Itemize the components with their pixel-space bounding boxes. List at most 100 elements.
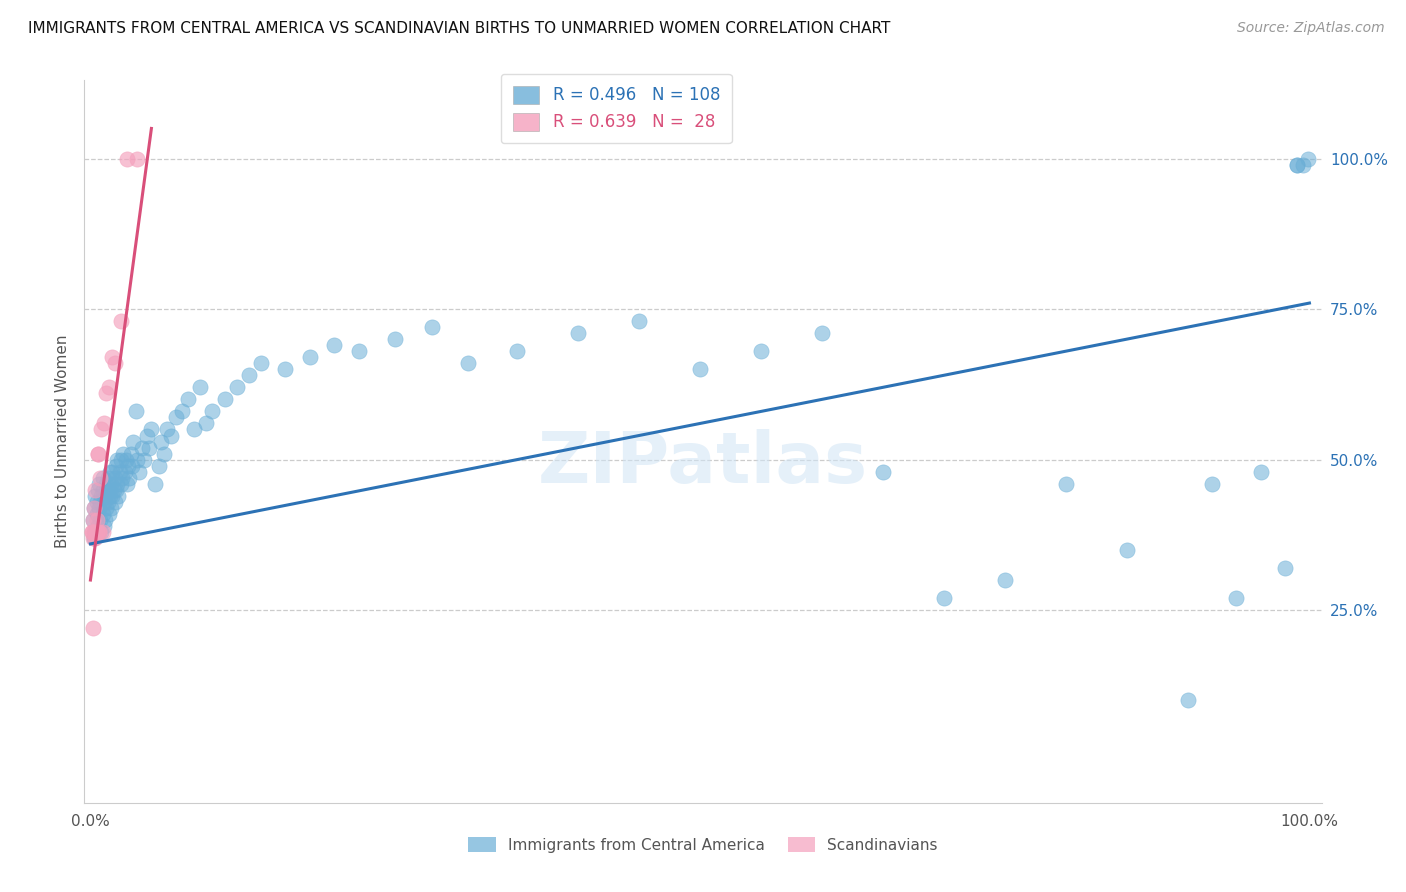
Point [91, 524, 114, 539]
Point [98, 465, 121, 479]
Point [932, 591, 955, 606]
Point [86, 524, 108, 539]
Point [110, 314, 132, 328]
Point [107, 489, 129, 503]
Point [87, 524, 110, 539]
Point [87, 524, 110, 539]
Point [104, 494, 127, 508]
Point [148, 458, 170, 473]
Point [165, 410, 187, 425]
Point [135, 428, 157, 442]
Point [84, 483, 107, 497]
Point [115, 152, 138, 166]
Point [94, 489, 117, 503]
Point [141, 422, 163, 436]
Point [86, 524, 108, 539]
Point [114, 465, 136, 479]
Point [195, 417, 218, 431]
Point [97, 507, 120, 521]
Point [811, 326, 834, 340]
Point [108, 465, 131, 479]
Point [150, 434, 173, 449]
Point [82, 621, 104, 635]
Point [121, 458, 143, 473]
Point [1292, 157, 1315, 171]
Point [90, 489, 112, 503]
Point [1201, 476, 1223, 491]
Point [87, 483, 110, 497]
Point [83, 500, 105, 515]
Point [83, 500, 105, 515]
Point [101, 350, 124, 364]
Point [87, 446, 110, 460]
Point [872, 465, 894, 479]
Y-axis label: Births to Unmarried Women: Births to Unmarried Women [55, 334, 70, 549]
Point [98, 489, 121, 503]
Point [132, 452, 155, 467]
Point [84, 489, 107, 503]
Point [101, 465, 124, 479]
Point [124, 404, 146, 418]
Point [115, 476, 138, 491]
Point [80, 524, 103, 539]
Point [89, 471, 111, 485]
Point [89, 513, 111, 527]
Point [90, 524, 112, 539]
Point [87, 476, 110, 491]
Point [128, 465, 150, 479]
Point [94, 513, 117, 527]
Point [749, 344, 772, 359]
Point [112, 446, 135, 460]
Point [177, 392, 200, 407]
Point [103, 483, 125, 497]
Point [82, 513, 104, 527]
Point [87, 518, 110, 533]
Point [93, 417, 115, 431]
Point [994, 573, 1017, 587]
Point [89, 494, 111, 508]
Point [627, 314, 650, 328]
Point [131, 441, 153, 455]
Point [110, 476, 132, 491]
Point [274, 362, 297, 376]
Point [96, 471, 118, 485]
Point [97, 380, 120, 394]
Point [567, 326, 589, 340]
Text: ZIPatlas: ZIPatlas [538, 429, 868, 498]
Text: Source: ZipAtlas.com: Source: ZipAtlas.com [1237, 21, 1385, 35]
Text: IMMIGRANTS FROM CENTRAL AMERICA VS SCANDINAVIAN BIRTHS TO UNMARRIED WOMEN CORREL: IMMIGRANTS FROM CENTRAL AMERICA VS SCAND… [28, 21, 890, 36]
Point [96, 500, 118, 515]
Point [96, 386, 118, 401]
Point [323, 338, 346, 352]
Point [160, 428, 183, 442]
Point [1286, 157, 1309, 171]
Point [84, 524, 107, 539]
Point [101, 489, 124, 503]
Point [105, 458, 128, 473]
Point [1286, 157, 1309, 171]
Point [96, 476, 118, 491]
Point [1296, 152, 1319, 166]
Point [384, 332, 406, 346]
Point [87, 446, 110, 460]
Point [83, 524, 105, 539]
Point [138, 441, 160, 455]
Point [83, 531, 105, 545]
Point [225, 380, 247, 394]
Point [118, 471, 141, 485]
Point [105, 476, 128, 491]
Point [125, 152, 148, 166]
Point [93, 518, 115, 533]
Point [111, 471, 134, 485]
Point [1250, 465, 1272, 479]
Point [1115, 542, 1137, 557]
Legend: Immigrants from Central America, Scandinavians: Immigrants from Central America, Scandin… [461, 829, 945, 860]
Point [298, 350, 321, 364]
Point [117, 458, 139, 473]
Point [250, 356, 273, 370]
Point [183, 422, 205, 436]
Point [125, 452, 148, 467]
Point [86, 513, 108, 527]
Point [97, 483, 120, 497]
Point [90, 422, 112, 436]
